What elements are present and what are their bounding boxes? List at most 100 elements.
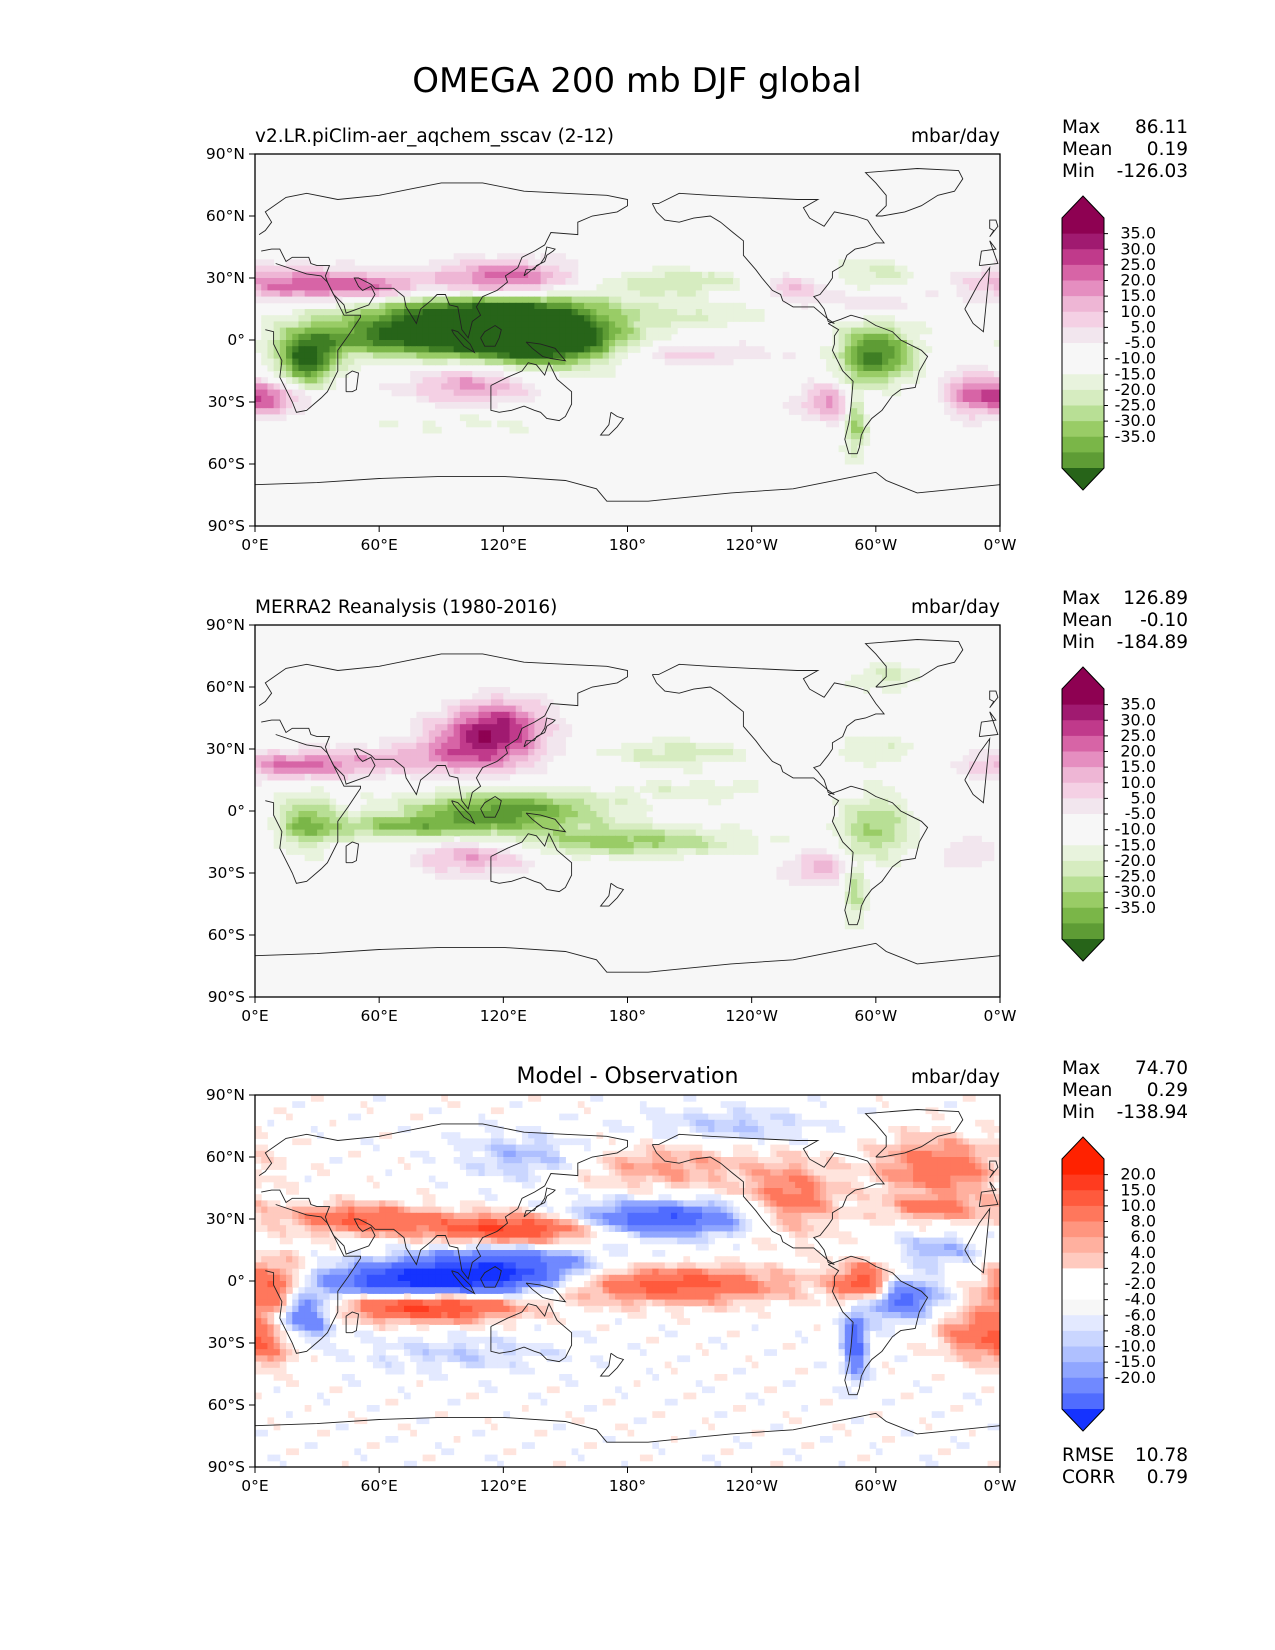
contour-cell bbox=[354, 340, 362, 347]
contour-cell bbox=[484, 835, 492, 843]
contour-cell bbox=[745, 780, 753, 787]
contour-cell bbox=[571, 1200, 579, 1208]
contour-cell bbox=[857, 333, 864, 341]
contour-cell bbox=[317, 1163, 324, 1170]
contour-cell bbox=[298, 773, 306, 781]
contour-cell bbox=[788, 1188, 796, 1195]
contour-cell bbox=[875, 860, 883, 868]
contour-cell bbox=[708, 309, 715, 316]
contour-cell bbox=[627, 333, 635, 341]
contour-cell bbox=[317, 346, 324, 353]
contour-cell bbox=[261, 773, 268, 781]
contour-cell bbox=[528, 811, 535, 818]
contour-cell bbox=[751, 315, 759, 322]
contour-cell bbox=[838, 817, 846, 824]
contour-cell bbox=[310, 377, 318, 384]
contour-cell bbox=[267, 296, 275, 304]
contour-cell bbox=[422, 811, 430, 818]
contour-cell bbox=[255, 346, 262, 353]
x-tick-label: 60°E bbox=[361, 536, 398, 554]
contour-cell bbox=[404, 346, 411, 353]
contour-cell bbox=[664, 1181, 672, 1189]
contour-cell bbox=[658, 1200, 666, 1208]
contour-cell bbox=[882, 364, 889, 372]
contour-cell bbox=[906, 1144, 914, 1152]
contour-cell bbox=[571, 321, 579, 329]
contour-cell bbox=[267, 1163, 275, 1170]
contour-cell bbox=[689, 1144, 697, 1152]
contour-cell bbox=[428, 1200, 436, 1208]
contour-cell bbox=[472, 1169, 479, 1177]
contour-cell bbox=[404, 278, 411, 285]
contour-cell bbox=[739, 315, 746, 322]
contour-cell bbox=[596, 352, 604, 360]
contour-cell bbox=[528, 705, 535, 713]
y-tick-label: 30°N bbox=[206, 269, 245, 287]
contour-cell bbox=[453, 383, 461, 391]
contour-cell bbox=[906, 1169, 914, 1177]
contour-cell bbox=[404, 333, 411, 341]
contour-cell bbox=[658, 352, 666, 360]
contour-cell bbox=[745, 309, 753, 316]
contour-cell bbox=[913, 1175, 920, 1183]
contour-cell bbox=[261, 389, 268, 397]
contour-cell bbox=[627, 786, 635, 793]
contour-cell bbox=[869, 1175, 877, 1183]
contour-cell bbox=[782, 1150, 790, 1158]
contour-cell bbox=[472, 296, 479, 304]
contour-cell bbox=[385, 804, 393, 812]
contour-cell bbox=[851, 364, 858, 372]
contour-cell bbox=[745, 1113, 753, 1121]
contour-cell bbox=[621, 271, 628, 279]
contour-cell bbox=[279, 773, 287, 781]
contour-cell bbox=[975, 377, 982, 384]
contour-cell bbox=[379, 761, 386, 769]
contour-cell bbox=[987, 1163, 995, 1170]
contour-cell bbox=[677, 1169, 684, 1177]
contour-cell bbox=[466, 1144, 473, 1152]
contour-cell bbox=[882, 346, 889, 353]
contour-cell bbox=[788, 352, 796, 360]
contour-cell bbox=[863, 786, 871, 793]
contour-cell bbox=[602, 1194, 610, 1201]
contour-cell bbox=[695, 1119, 703, 1127]
contour-cell bbox=[956, 1163, 964, 1170]
contour-cell bbox=[528, 835, 535, 843]
contour-cell bbox=[310, 767, 318, 775]
contour-cell bbox=[466, 1138, 473, 1146]
contour-cell bbox=[670, 1175, 678, 1183]
contour-cell bbox=[521, 1132, 529, 1139]
contour-cell bbox=[819, 1181, 827, 1189]
contour-cell bbox=[739, 1157, 746, 1164]
contour-cell bbox=[683, 842, 691, 849]
contour-cell bbox=[987, 383, 995, 391]
contour-cell bbox=[497, 321, 504, 329]
contour-cell bbox=[689, 1107, 697, 1115]
contour-cell bbox=[900, 1144, 908, 1152]
contour-cell bbox=[857, 414, 864, 422]
contour-cell bbox=[416, 711, 424, 719]
contour-cell bbox=[590, 798, 597, 806]
contour-cell bbox=[987, 848, 995, 855]
contour-cell bbox=[540, 823, 548, 831]
contour-cell bbox=[341, 259, 349, 267]
contour-cell bbox=[354, 315, 362, 322]
contour-cell bbox=[869, 265, 877, 273]
contour-cell bbox=[317, 309, 324, 316]
contour-cell bbox=[422, 798, 430, 806]
contour-cell bbox=[385, 767, 393, 775]
contour-cell bbox=[279, 364, 287, 372]
contour-cell bbox=[447, 377, 455, 384]
x-tick-label: 120°E bbox=[480, 1007, 527, 1025]
contour-cell bbox=[509, 854, 517, 862]
contour-cell bbox=[689, 761, 697, 769]
contour-cell bbox=[553, 340, 560, 347]
contour-cell bbox=[528, 786, 535, 793]
contour-cell bbox=[670, 1132, 678, 1139]
contour-cell bbox=[292, 804, 299, 812]
contour-cell bbox=[695, 302, 703, 310]
contour-cell bbox=[515, 860, 523, 868]
contour-cell bbox=[534, 736, 542, 744]
contour-cell bbox=[875, 668, 883, 676]
contour-cell bbox=[652, 1200, 660, 1208]
